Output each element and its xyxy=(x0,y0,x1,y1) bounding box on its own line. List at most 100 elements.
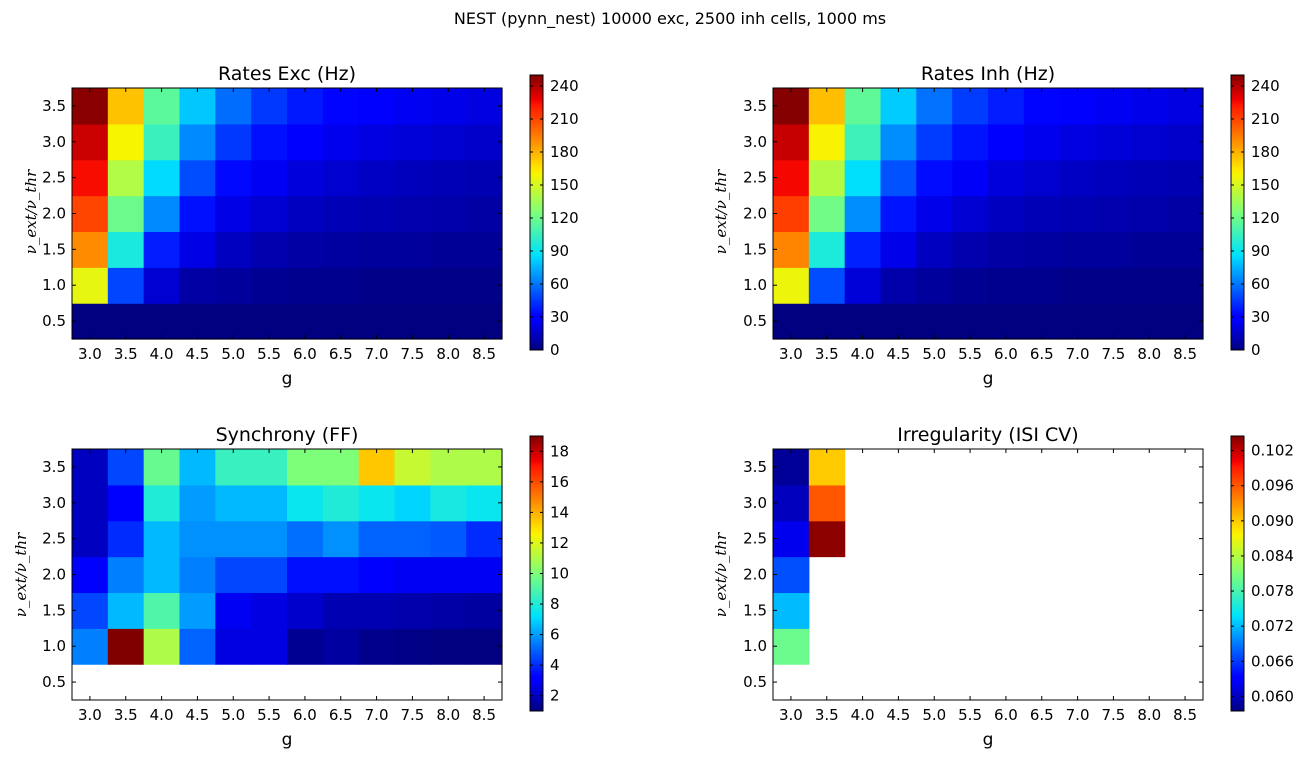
irregularity-xlabel: g xyxy=(983,730,994,750)
irregularity-cell xyxy=(808,449,846,486)
rates-inh-y-tick-label: 3.5 xyxy=(743,97,767,115)
rates-inh-cell xyxy=(1059,159,1097,197)
rates-exc-cell xyxy=(251,195,288,233)
irregularity-title: Irregularity (ISI CV) xyxy=(897,424,1078,446)
synchrony-colorbar-tick-label: 2 xyxy=(550,687,560,705)
synchrony-cell xyxy=(430,592,467,629)
irregularity-x-tick-label: 3.5 xyxy=(815,706,839,724)
rates-inh-cell xyxy=(880,123,917,161)
rates-inh-y-tick-label: 2.5 xyxy=(743,169,767,187)
synchrony-cell xyxy=(251,556,288,594)
irregularity-colorbar-tick-label: 0.096 xyxy=(1251,477,1294,495)
rates-inh-cell xyxy=(773,195,810,233)
rates-exc-cell xyxy=(287,267,324,304)
synchrony-cell xyxy=(358,484,396,522)
rates-exc-x-tick-label: 4.5 xyxy=(185,345,209,363)
rates-exc-cell xyxy=(430,231,467,268)
synchrony-cell xyxy=(251,628,288,665)
synchrony-x-tick-label: 5.0 xyxy=(221,706,245,724)
rates-exc-cell xyxy=(394,231,431,268)
rates-inh-colorbar xyxy=(1230,74,1245,351)
synchrony-cell xyxy=(179,449,216,486)
rates-exc-cell xyxy=(179,88,216,125)
synchrony-cell xyxy=(322,449,360,486)
rates-inh-cell xyxy=(1095,88,1132,125)
rates-exc-cell xyxy=(215,231,252,268)
synchrony-colorbar-tick-label: 10 xyxy=(550,565,569,583)
rates-inh-panel: Rates Inh (Hz) 3.0 3.5 4.0 4.5 5.0 5.5 6.0 6.5 7.… xyxy=(712,63,1280,389)
rates-inh-cell xyxy=(808,123,846,161)
irregularity-colorbar-tick-label: 0.078 xyxy=(1251,582,1294,600)
irregularity-x-tick-label: 7.5 xyxy=(1101,706,1125,724)
rates-exc-cell xyxy=(179,231,216,268)
irregularity-colorbar-tick-label: 0.084 xyxy=(1251,547,1294,565)
synchrony-cell xyxy=(107,556,145,594)
rates-exc-cell xyxy=(358,88,396,125)
rates-exc-x-tick-label: 7.0 xyxy=(365,345,389,363)
synchrony-colorbar-tick-label: 16 xyxy=(550,473,569,491)
irregularity-y-tick-label: 2.0 xyxy=(743,566,767,584)
rates-exc-cell xyxy=(394,303,431,340)
rates-inh-cell xyxy=(1059,267,1097,304)
rates-exc-cell xyxy=(466,195,503,233)
rates-exc-xlabel: g xyxy=(282,369,293,389)
rates-inh-cell xyxy=(916,195,953,233)
rates-exc-cell xyxy=(322,231,360,268)
rates-exc-cell xyxy=(394,267,431,304)
rates-inh-cell xyxy=(916,88,953,125)
rates-inh-cell xyxy=(988,159,1025,197)
synchrony-cell xyxy=(251,484,288,522)
rates-exc-cell xyxy=(430,159,467,197)
rates-inh-cell xyxy=(1059,231,1097,268)
rates-inh-cell xyxy=(808,159,846,197)
synchrony-cell xyxy=(179,592,216,629)
rates-inh-cell xyxy=(952,231,989,268)
synchrony-cell xyxy=(107,628,145,665)
rates-inh-cell xyxy=(988,303,1025,340)
rates-inh-cell xyxy=(1095,123,1132,161)
rates-inh-cell xyxy=(880,159,917,197)
rates-exc-cell xyxy=(358,195,396,233)
rates-exc-cell xyxy=(358,123,396,161)
synchrony-colorbar-tick-label: 6 xyxy=(550,626,560,644)
rates-inh-cell xyxy=(988,195,1025,233)
irregularity-colorbar-tick-label: 0.102 xyxy=(1251,442,1294,460)
rates-exc-cell xyxy=(179,303,216,340)
synchrony-cell xyxy=(107,449,145,486)
rates-inh-x-tick-label: 7.5 xyxy=(1101,345,1125,363)
rates-inh-cell xyxy=(1131,303,1168,340)
synchrony-x-tick-label: 6.0 xyxy=(293,706,317,724)
synchrony-colorbar-tick-label: 12 xyxy=(550,534,569,552)
synchrony-panel: Synchrony (FF) 3.0 3.5 4.0 4.5 5.0 5.5 6.0 6.5 7.… xyxy=(12,424,569,750)
rates-exc-y-tick-label: 2.5 xyxy=(42,169,66,187)
synchrony-cell xyxy=(466,520,503,558)
synchrony-y-tick-label: 0.5 xyxy=(42,673,66,691)
irregularity-panel: Irregularity (ISI CV) 3.0 3.5 4.0 4.5 5.0 5.5 6… xyxy=(712,424,1294,750)
rates-inh-cell xyxy=(808,231,846,268)
rates-exc-x-tick-label: 3.0 xyxy=(78,345,102,363)
rates-inh-cell xyxy=(988,267,1025,304)
rates-exc-colorbar xyxy=(529,74,544,351)
synchrony-cell xyxy=(322,484,360,522)
synchrony-cell xyxy=(72,449,109,486)
irregularity-y-tick-label: 1.5 xyxy=(743,601,767,619)
synchrony-cell xyxy=(394,520,431,558)
synchrony-ylabel: ν_ext/ν_thr xyxy=(12,532,30,617)
rates-inh-cell xyxy=(1131,88,1168,125)
rates-inh-y-tick-label: 1.0 xyxy=(743,276,767,294)
rates-exc-x-tick-label: 6.0 xyxy=(293,345,317,363)
rates-inh-cell xyxy=(916,267,953,304)
rates-inh-x-tick-label: 6.5 xyxy=(1030,345,1054,363)
rates-exc-colorbar-tick-label: 150 xyxy=(550,176,579,194)
irregularity-y-tick-label: 3.0 xyxy=(743,494,767,512)
rates-exc-cell xyxy=(466,267,503,304)
rates-inh-cell xyxy=(844,88,882,125)
rates-inh-cell xyxy=(773,159,810,197)
rates-inh-colorbar-tick-label: 120 xyxy=(1251,209,1280,227)
synchrony-cell xyxy=(215,556,252,594)
synchrony-cell xyxy=(107,484,145,522)
synchrony-title: Synchrony (FF) xyxy=(216,424,359,446)
rates-inh-cell xyxy=(880,267,917,304)
rates-inh-cell xyxy=(952,267,989,304)
